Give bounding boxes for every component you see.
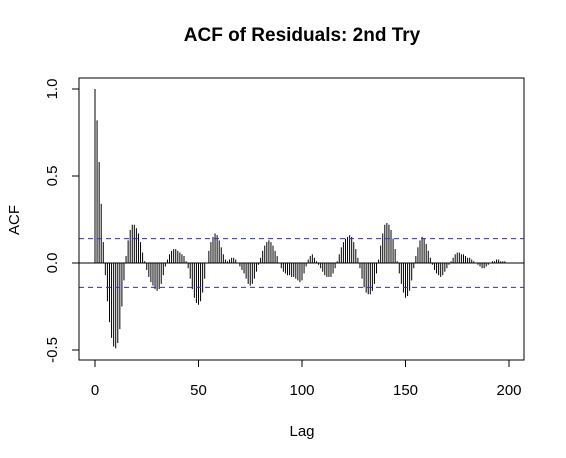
- y-axis-label: ACF: [6, 205, 23, 235]
- x-tick-label: 100: [289, 382, 314, 399]
- y-axis: -0.5 0.0 0.5 1.0: [44, 79, 80, 363]
- confidence-bounds: [79, 238, 524, 288]
- chart-title: ACF of Residuals: 2nd Try: [184, 25, 421, 46]
- y-tick-label: 1.0: [44, 79, 61, 100]
- x-tick-label: 0: [91, 382, 99, 399]
- x-axis: 0 50 100 150 200: [91, 359, 522, 399]
- x-tick-label: 200: [496, 382, 521, 399]
- y-tick-label: -0.5: [44, 337, 61, 363]
- plot-frame: [78, 77, 525, 361]
- x-tick-label: 150: [393, 382, 418, 399]
- x-axis-label: Lag: [289, 423, 314, 440]
- x-tick-label: 50: [190, 382, 207, 399]
- y-tick-label: 0.0: [44, 253, 61, 274]
- acf-bars: [79, 89, 524, 349]
- y-tick-label: 0.5: [44, 166, 61, 187]
